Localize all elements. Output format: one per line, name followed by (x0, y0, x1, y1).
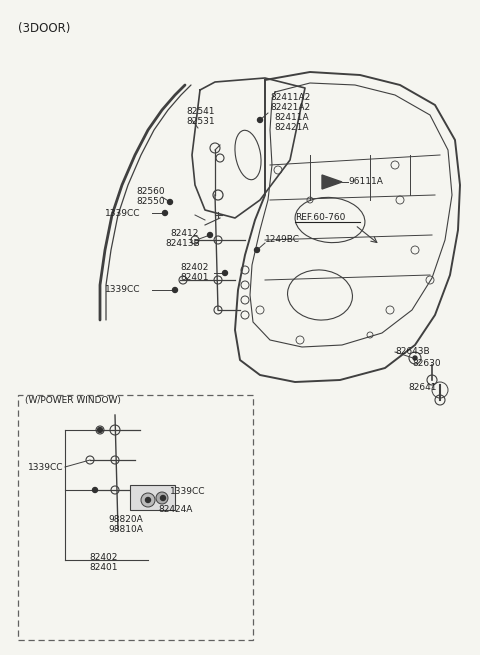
Circle shape (97, 428, 103, 432)
Circle shape (141, 493, 155, 507)
Text: 1339CC: 1339CC (105, 208, 141, 217)
Text: 82641: 82641 (408, 383, 436, 392)
Bar (18, 395, 253, 640)
Text: 82402: 82402 (90, 553, 118, 563)
Text: 82411A2: 82411A2 (270, 94, 310, 102)
Text: 1249BC: 1249BC (265, 236, 300, 244)
Circle shape (168, 200, 172, 204)
Text: 1339CC: 1339CC (105, 286, 141, 295)
Polygon shape (322, 175, 342, 189)
Circle shape (257, 117, 263, 122)
Text: 96111A: 96111A (348, 178, 383, 187)
Circle shape (207, 233, 213, 238)
Text: 82531: 82531 (186, 117, 215, 126)
Text: 82402: 82402 (180, 263, 208, 272)
Text: 82630: 82630 (412, 360, 441, 369)
Text: 82424A: 82424A (158, 506, 192, 514)
Circle shape (254, 248, 260, 252)
Circle shape (160, 495, 166, 500)
Text: 82550: 82550 (136, 198, 165, 206)
Text: 98820A: 98820A (108, 515, 143, 525)
Text: (W/POWER WINDOW): (W/POWER WINDOW) (25, 396, 121, 405)
Text: 82411A: 82411A (274, 113, 309, 122)
Circle shape (156, 492, 168, 504)
Circle shape (93, 487, 97, 493)
Text: (3DOOR): (3DOOR) (18, 22, 71, 35)
Text: 82421A: 82421A (274, 124, 309, 132)
Text: 98810A: 98810A (108, 525, 143, 534)
Text: 1339CC: 1339CC (170, 487, 205, 496)
Text: 82401: 82401 (180, 274, 208, 282)
Circle shape (413, 356, 417, 360)
Circle shape (172, 288, 178, 293)
Text: 82643B: 82643B (395, 348, 430, 356)
FancyBboxPatch shape (130, 485, 175, 510)
Text: 1339CC: 1339CC (28, 462, 63, 472)
Text: REF.60-760: REF.60-760 (295, 214, 346, 223)
Text: 82560: 82560 (136, 187, 165, 196)
Text: 82401: 82401 (90, 563, 118, 572)
Text: 82541: 82541 (186, 107, 215, 117)
Text: 82421A2: 82421A2 (270, 103, 310, 113)
Circle shape (145, 498, 151, 502)
Text: 82412: 82412 (170, 229, 198, 238)
Circle shape (223, 271, 228, 276)
Text: 82413B: 82413B (165, 240, 200, 248)
Circle shape (163, 210, 168, 215)
